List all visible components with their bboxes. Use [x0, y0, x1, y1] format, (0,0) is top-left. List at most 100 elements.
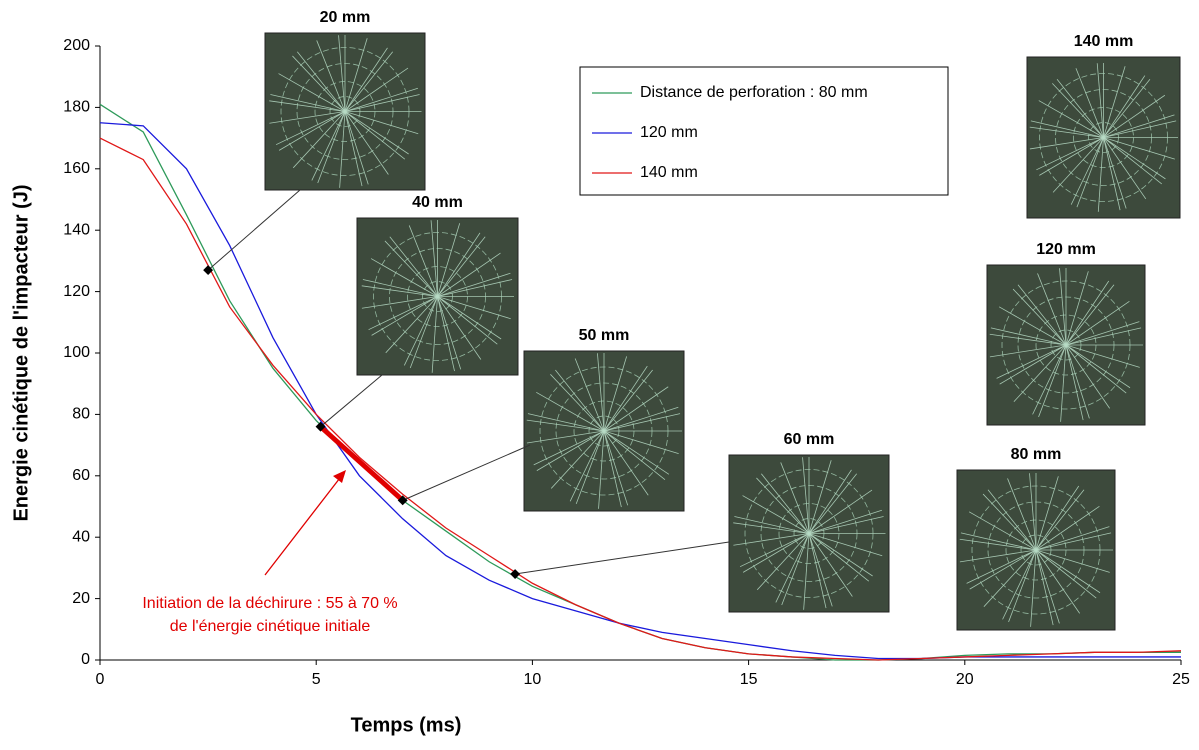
crack — [437, 296, 482, 360]
marker — [397, 495, 408, 506]
crack — [1007, 478, 1037, 551]
crack — [990, 327, 1067, 346]
crack — [597, 353, 605, 432]
y-tick-label: 40 — [72, 528, 90, 545]
crack — [1103, 137, 1147, 200]
crack — [1103, 137, 1162, 185]
crack — [575, 430, 605, 505]
crack — [1008, 549, 1037, 623]
crack — [1103, 137, 1166, 180]
crack-ring — [588, 415, 620, 447]
photo — [1026, 56, 1181, 219]
x-axis-label: Temps (ms) — [351, 714, 462, 736]
crack — [1052, 83, 1104, 138]
annotation-arrow — [264, 473, 344, 576]
crack — [1035, 549, 1060, 624]
crack — [1037, 273, 1067, 346]
crack — [1038, 344, 1067, 418]
crack — [296, 51, 346, 112]
crack — [802, 457, 810, 534]
photo — [986, 264, 1146, 426]
crack-ring — [1005, 519, 1067, 581]
crack — [1076, 137, 1104, 208]
crack-ring — [987, 501, 1085, 599]
crack — [536, 430, 605, 471]
crack-ring — [422, 281, 453, 312]
crack — [1052, 137, 1104, 193]
photo-label: 140 mm — [1074, 33, 1134, 50]
y-tick-label: 80 — [72, 406, 90, 423]
crack — [437, 296, 498, 345]
y-tick-label: 120 — [63, 283, 90, 300]
crack — [555, 369, 605, 432]
crack — [603, 430, 666, 480]
crack-ring — [1001, 280, 1131, 410]
crack-ring — [539, 366, 669, 496]
line-series — [99, 137, 1182, 661]
x-tick-label: 5 — [312, 671, 321, 688]
x-tick-label: 10 — [524, 671, 542, 688]
crack — [1103, 79, 1151, 138]
crack — [270, 94, 346, 112]
crack — [603, 430, 622, 508]
crack — [603, 406, 679, 432]
crack — [1038, 100, 1104, 138]
photo-label: 80 mm — [1011, 446, 1062, 463]
crack — [1097, 137, 1104, 212]
x-tick-label: 15 — [740, 671, 758, 688]
crack — [598, 430, 605, 509]
crack-ring — [1055, 89, 1152, 186]
crack-ring — [1017, 296, 1115, 394]
crack-ring — [1073, 107, 1134, 168]
crack — [550, 374, 605, 432]
crack-ring — [389, 248, 486, 345]
crack-ring — [1039, 73, 1168, 202]
crack — [1039, 137, 1104, 176]
crack — [1070, 137, 1104, 205]
crack — [742, 495, 810, 534]
crack — [781, 533, 810, 606]
photo-label: 40 mm — [412, 194, 463, 211]
crack — [1059, 268, 1067, 346]
crack — [603, 413, 681, 432]
crack — [987, 489, 1037, 551]
annotation: de l'énergie cinétique initiale — [170, 618, 371, 635]
crack — [1035, 549, 1097, 599]
crack — [1103, 114, 1175, 138]
crack-ring — [793, 518, 825, 549]
crack — [603, 430, 629, 506]
crack — [808, 533, 833, 607]
crack — [362, 279, 438, 297]
crack — [603, 365, 648, 432]
y-tick-label: 100 — [63, 344, 90, 361]
photo — [728, 454, 890, 613]
y-axis-label: Energie cinétique de l'impacteur (J) — [10, 184, 32, 521]
crack — [338, 35, 346, 112]
crack — [1029, 126, 1104, 138]
crack — [1036, 137, 1104, 171]
crack — [1103, 75, 1146, 138]
crack — [960, 532, 1037, 551]
crack — [1075, 68, 1104, 138]
crack — [603, 356, 628, 432]
crack — [527, 413, 605, 432]
y-tick-label: 140 — [63, 221, 90, 238]
crack-ring — [778, 503, 840, 564]
crack — [430, 220, 438, 297]
y-tick-label: 180 — [63, 99, 90, 116]
connector — [402, 444, 531, 501]
connector — [320, 374, 383, 428]
crack — [603, 430, 649, 496]
crack — [1065, 344, 1111, 409]
crack-ring — [573, 400, 635, 462]
crack-ring — [760, 485, 858, 582]
crack — [409, 296, 438, 369]
crack — [1029, 137, 1104, 150]
crack — [603, 369, 653, 432]
crack — [344, 111, 389, 175]
crack — [574, 358, 605, 432]
crack-ring — [555, 382, 653, 480]
crack — [526, 419, 605, 432]
connector — [207, 189, 301, 271]
